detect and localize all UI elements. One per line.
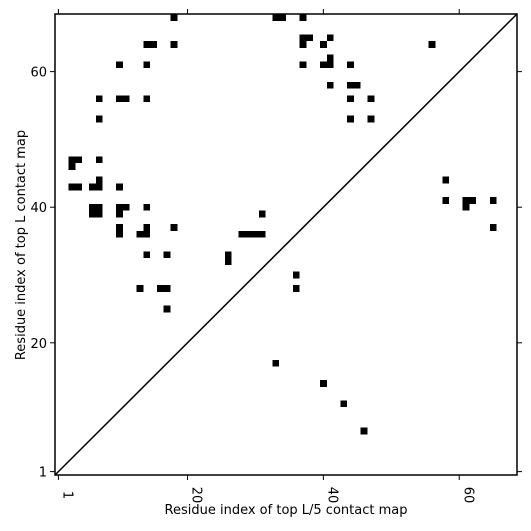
contact-cell-upper — [299, 14, 307, 21]
contact-cell-upper — [272, 14, 280, 21]
contact-cell-lower — [442, 176, 450, 184]
contact-cell-upper — [122, 95, 130, 103]
contact-cell-upper — [136, 285, 144, 292]
contact-cell-upper — [252, 230, 259, 238]
x-tick-label: 60 — [460, 487, 475, 504]
contact-cell-lower — [489, 224, 497, 231]
x-tick-label: 20 — [188, 487, 203, 504]
contact-cell-upper — [88, 203, 96, 211]
contact-cell-upper — [116, 61, 123, 69]
contact-cell-upper — [326, 81, 334, 89]
contact-cell-upper — [292, 271, 300, 279]
contact-cell-upper — [68, 163, 76, 170]
contact-cell-upper — [367, 95, 375, 103]
contact-cell-lower — [462, 197, 470, 204]
contact-cell-upper — [347, 95, 354, 103]
contact-cell-upper — [116, 224, 123, 231]
x-tick-label: 1 — [59, 491, 74, 499]
contact-cell-upper — [170, 41, 178, 48]
contact-cell-upper — [224, 251, 232, 259]
contact-cell-upper — [143, 61, 151, 69]
contact-cell-upper — [156, 285, 164, 292]
contact-cell-upper — [143, 203, 151, 211]
contact-cell-upper — [95, 176, 103, 184]
y-tick-label: 20 — [30, 337, 47, 352]
contact-cell-upper — [116, 230, 123, 238]
contact-cell-upper — [143, 224, 151, 231]
x-axis-label: Residue index of top L/5 contact map — [165, 503, 408, 518]
diagonal-line — [54, 13, 518, 476]
contact-cell-lower — [462, 203, 470, 211]
contact-cell-upper — [258, 210, 266, 218]
contact-cell-upper — [170, 224, 178, 231]
contact-cell-upper — [238, 230, 246, 238]
contact-cell-upper — [163, 305, 171, 313]
contact-cell-upper — [299, 34, 307, 42]
contact-cell-upper — [326, 34, 334, 42]
contact-cell-upper — [75, 156, 83, 164]
y-tick-label: 1 — [39, 466, 47, 481]
contact-cell-upper — [136, 230, 144, 238]
contact-cell-upper — [116, 183, 123, 191]
contact-cell-upper — [319, 61, 327, 69]
contact-cell-upper — [95, 203, 103, 211]
x-tick-label: 40 — [324, 487, 339, 504]
contact-cell-upper — [68, 156, 76, 164]
contact-cell-upper — [143, 230, 151, 238]
contact-cell-lower — [319, 380, 327, 387]
contact-cell-upper — [95, 183, 103, 191]
contact-cell-upper — [143, 41, 151, 48]
contact-cell-upper — [163, 251, 171, 259]
contact-cell-upper — [88, 210, 96, 218]
contact-cell-upper — [95, 95, 103, 103]
contact-cell-upper — [347, 61, 354, 69]
contact-cell-lower — [340, 400, 348, 408]
contact-cell-upper — [347, 115, 354, 123]
contact-cell-upper — [326, 54, 334, 62]
contact-cell-lower — [442, 197, 450, 204]
contact-cell-upper — [143, 251, 151, 259]
y-axis-label: Residue index of top L contact map — [14, 130, 29, 360]
y-tick-label: 60 — [30, 66, 47, 81]
contact-cell-upper — [279, 14, 286, 21]
contact-cell-upper — [224, 258, 232, 265]
contact-cell-upper — [75, 183, 83, 191]
contact-cell-lower — [272, 359, 280, 367]
contact-cells — [68, 14, 497, 435]
plot-frame — [54, 13, 518, 476]
contact-cell-upper — [319, 41, 327, 48]
contact-cell-upper — [353, 81, 361, 89]
contact-cell-upper — [367, 115, 375, 123]
contact-cell-lower — [489, 197, 497, 204]
contact-cell-upper — [170, 14, 178, 21]
contact-cell-upper — [292, 285, 300, 292]
contact-cell-upper — [116, 210, 123, 218]
y-tick-label: 40 — [30, 201, 47, 216]
contact-cell-upper — [95, 115, 103, 123]
contact-cell-upper — [88, 183, 96, 191]
contact-cell-upper — [163, 285, 171, 292]
contact-cell-upper — [299, 41, 307, 48]
contact-cell-upper — [258, 230, 266, 238]
contact-cell-upper — [95, 210, 103, 218]
contact-cell-upper — [122, 203, 130, 211]
contact-cell-upper — [347, 81, 354, 89]
contact-cell-lower — [469, 197, 477, 204]
contact-cell-upper — [150, 41, 157, 48]
axis-ticks: 1 20 40 60 1 20 40 60 — [30, 9, 522, 503]
contact-cell-upper — [306, 34, 314, 42]
contact-cell-lower — [360, 427, 368, 435]
contact-cell-upper — [326, 61, 334, 69]
contact-cell-upper — [143, 95, 151, 103]
contact-cell-upper — [116, 203, 123, 211]
contact-cell-upper — [95, 156, 103, 164]
contact-cell-upper — [68, 183, 76, 191]
contact-cell-upper — [116, 95, 123, 103]
contact-cell-upper — [428, 41, 436, 48]
contact-cell-upper — [299, 61, 307, 69]
contact-cell-upper — [245, 230, 253, 238]
